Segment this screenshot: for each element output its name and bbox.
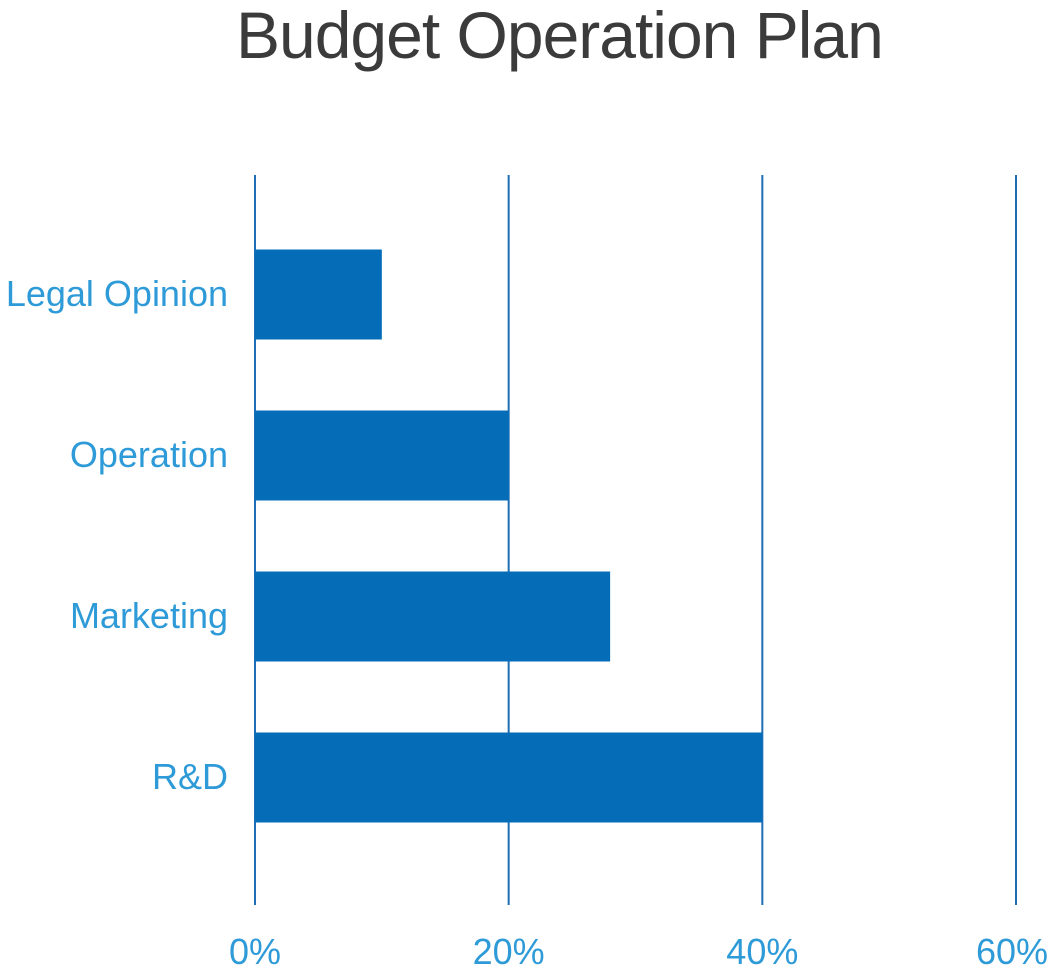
- x-tick-labels: 0% 20% 40% 60%: [229, 931, 1048, 968]
- bar-legal-opinion: [255, 249, 382, 340]
- bar-operation: [255, 410, 509, 501]
- category-label: Operation: [70, 434, 228, 475]
- x-tick-label: 20%: [473, 931, 545, 968]
- x-tick-label: 60%: [976, 931, 1048, 968]
- category-label: Legal Opinion: [6, 273, 228, 314]
- x-tick-label: 40%: [726, 931, 798, 968]
- bars: [255, 249, 763, 823]
- category-label: Marketing: [70, 595, 228, 636]
- x-tick-label: 0%: [229, 931, 281, 968]
- bar-r-d: [255, 732, 763, 823]
- bar-marketing: [255, 571, 611, 662]
- category-labels: Legal Opinion Operation Marketing R&D: [6, 273, 228, 797]
- category-label: R&D: [152, 756, 228, 797]
- chart-title: Budget Operation Plan: [236, 0, 884, 72]
